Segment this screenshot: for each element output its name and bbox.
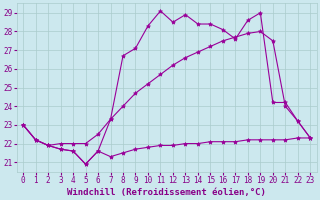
X-axis label: Windchill (Refroidissement éolien,°C): Windchill (Refroidissement éolien,°C) xyxy=(67,188,266,197)
